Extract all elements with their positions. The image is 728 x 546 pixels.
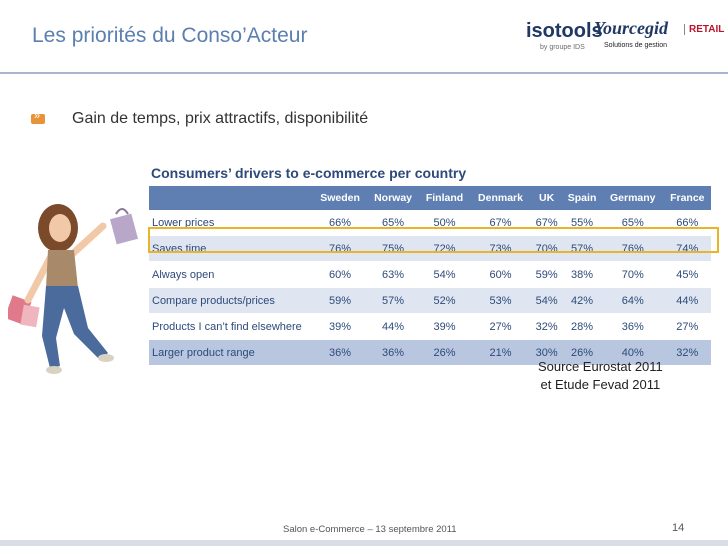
table-row: Lower prices 66% 65% 50% 67% 67% 55% 65%… [149, 210, 711, 236]
table-cell: 65% [601, 210, 664, 236]
source-line-1: Source Eurostat 2011 [538, 359, 663, 374]
table-cell: 44% [367, 313, 419, 340]
table-cell: 52% [418, 287, 471, 314]
table-cell: 38% [562, 261, 602, 288]
footer-bar [0, 540, 728, 546]
row-label: Compare products/prices [149, 287, 313, 314]
isotools-logo-sub: by groupe IDS [540, 44, 585, 51]
page-number: 14 [672, 522, 685, 534]
table-cell: 42% [562, 287, 602, 314]
header-sweden: Sweden [313, 186, 368, 210]
table-cell: 26% [562, 339, 602, 366]
bullet-text: Gain de temps, prix attractifs, disponib… [72, 110, 369, 127]
table-cell: 76% [313, 235, 368, 262]
table-cell: 36% [367, 339, 419, 366]
header-spain: Spain [562, 186, 602, 210]
table-cell: 73% [470, 235, 531, 262]
table-header-row: Sweden Norway Finland Denmark UK Spain G… [149, 186, 711, 210]
drivers-table: Sweden Norway Finland Denmark UK Spain G… [149, 186, 711, 366]
header-blank [149, 186, 313, 210]
drivers-table-container: Consumers’ drivers to e-commerce per cou… [149, 160, 711, 366]
table-cell: 59% [313, 287, 368, 314]
table-cell: 45% [663, 261, 711, 288]
table-cell: 76% [601, 235, 664, 262]
table-cell: 59% [531, 261, 563, 288]
table-cell: 67% [531, 210, 563, 236]
table-cell: 53% [470, 287, 531, 314]
jumping-woman-illustration [8, 204, 138, 374]
row-label: Larger product range [149, 339, 313, 366]
table-cell: 30% [531, 339, 563, 366]
source-line-2: et Etude Fevad 2011 [540, 377, 661, 392]
table-cell: 65% [367, 210, 419, 236]
table-cell: 36% [313, 339, 368, 366]
bullet-arrow-icon [31, 110, 45, 124]
row-label: Lower prices [149, 210, 313, 236]
table-cell: 60% [470, 261, 531, 288]
table-cell: 72% [418, 235, 471, 262]
retail-logo: RETAIL [684, 24, 724, 35]
isotools-logo: isotools [526, 20, 603, 42]
table-cell: 54% [418, 261, 471, 288]
row-label: Always open [149, 261, 313, 288]
header-finland: Finland [418, 186, 471, 210]
table-cell: 63% [367, 261, 419, 288]
table-row: Always open 60% 63% 54% 60% 59% 38% 70% … [149, 261, 711, 288]
header-uk: UK [531, 186, 563, 210]
yourcegid-logo-sub: Solutions de gestion [604, 42, 668, 49]
table-cell: 64% [601, 287, 664, 314]
source-note: Source Eurostat 2011 et Etude Fevad 2011 [538, 358, 663, 394]
table-cell: 28% [562, 313, 602, 340]
table-cell: 66% [663, 210, 711, 236]
table-cell: 54% [531, 287, 563, 314]
table-cell: 57% [562, 235, 602, 262]
yourcegid-logo: Yourcegid [594, 18, 668, 38]
table-cell: 36% [601, 313, 664, 340]
table-row: Larger product range 36% 36% 26% 21% 30%… [149, 339, 711, 366]
slide-title: Les priorités du Conso’Acteur [32, 24, 308, 47]
table-cell: 66% [313, 210, 368, 236]
row-label: Products I can’t find elsewhere [149, 313, 313, 340]
table-cell: 21% [470, 339, 531, 366]
table-cell: 27% [470, 313, 531, 340]
table-cell: 70% [601, 261, 664, 288]
table-cell: 32% [531, 313, 563, 340]
table-cell: 75% [367, 235, 419, 262]
header-norway: Norway [367, 186, 419, 210]
table-cell: 40% [601, 339, 664, 366]
table-cell: 60% [313, 261, 368, 288]
footer-text: Salon e-Commerce – 13 septembre 2011 [283, 524, 457, 535]
table-row: Products I can’t find elsewhere 39% 44% … [149, 313, 711, 340]
header-denmark: Denmark [470, 186, 531, 210]
table-cell: 32% [663, 339, 711, 366]
table-cell: 26% [418, 339, 471, 366]
table-cell: 55% [562, 210, 602, 236]
saves-time-highlight-box [148, 227, 719, 253]
table-cell: 50% [418, 210, 471, 236]
header-germany: Germany [601, 186, 664, 210]
table-row: Compare products/prices 59% 57% 52% 53% … [149, 287, 711, 314]
header-divider [0, 72, 728, 74]
table-cell: 27% [663, 313, 711, 340]
logo-area: isotools by groupe IDS Yourcegid Solutio… [520, 16, 724, 62]
table-cell: 44% [663, 287, 711, 314]
table-cell: 67% [470, 210, 531, 236]
table-cell: 39% [313, 313, 368, 340]
header-france: France [663, 186, 711, 210]
table-title: Consumers’ drivers to e-commerce per cou… [151, 165, 467, 181]
table-cell: 57% [367, 287, 419, 314]
table-cell: 39% [418, 313, 471, 340]
